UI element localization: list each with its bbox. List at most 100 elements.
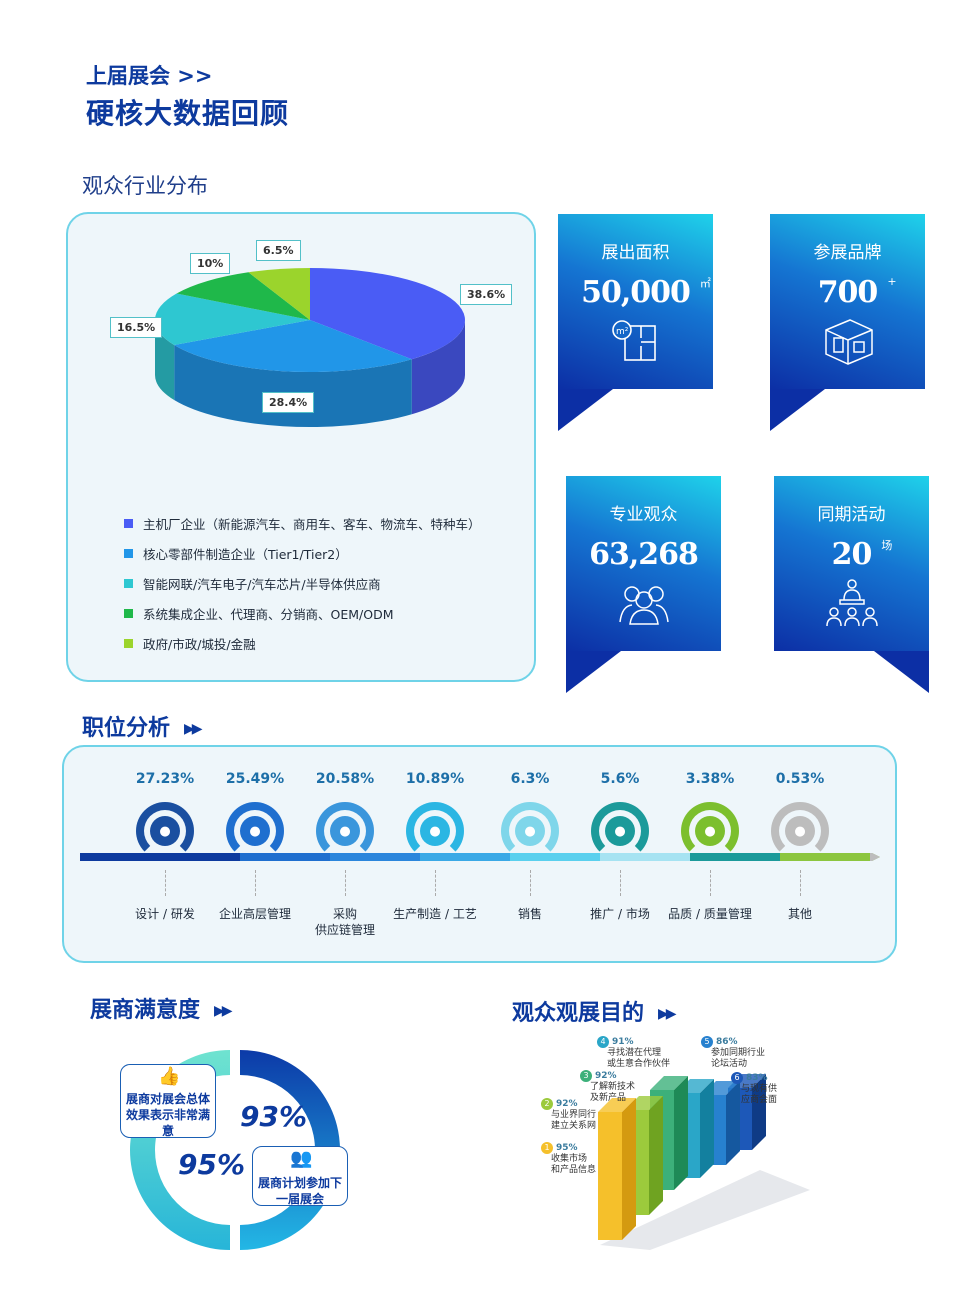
presentation-icon	[825, 579, 878, 627]
legend-swatch	[124, 578, 133, 588]
legend-swatch	[124, 638, 133, 648]
robot-arm-icon: ●	[420, 816, 450, 846]
position-leader	[165, 870, 166, 896]
pie-slice-1	[174, 320, 412, 372]
position-label: 企业高层管理	[218, 907, 291, 921]
purpose-text: 与业界同行 建立关系网	[551, 1110, 597, 1131]
position-leader	[345, 870, 346, 896]
floor-plan-icon: m²	[611, 320, 656, 361]
legend-swatch	[124, 518, 133, 528]
slice-label-3: 10%	[190, 253, 231, 274]
purpose-pct: 95%	[556, 1143, 578, 1153]
stat-label: 专业观众	[609, 505, 678, 525]
legend-label: 核心零部件制造企业（Tier1/Tier2）	[143, 546, 348, 562]
position-pct: 5.6%	[600, 771, 640, 787]
booth-icon	[824, 319, 873, 365]
slice-label-1: 28.4%	[262, 392, 315, 413]
purpose-text: 参加同期行业 论坛活动	[711, 1048, 766, 1069]
manager-icon: ●	[240, 816, 270, 846]
pie-slice-4	[248, 268, 310, 320]
legend-item: 政府/市政/城投/金融	[124, 628, 481, 658]
stat-unit: 场	[881, 539, 892, 552]
position-label: 生产制造 / 工艺	[393, 907, 477, 921]
stat-card-audience: 专业观众 63,268	[566, 476, 721, 693]
position-ring: ●	[771, 802, 829, 860]
position-pct: 6.3%	[510, 771, 550, 787]
position-pct: 0.53%	[775, 771, 825, 787]
purpose-number: 1	[541, 1142, 553, 1154]
page-title: 硬核大数据回顾	[86, 97, 290, 130]
legend-swatch	[124, 608, 133, 618]
stat-unit: ㎡	[699, 277, 711, 290]
purpose-title: 观众观展目的	[512, 1001, 645, 1026]
position-leader	[710, 870, 711, 896]
satisfaction-text-1: 展商对展会总体效果表示非常满意	[125, 1092, 210, 1138]
purpose-number: 4	[597, 1036, 609, 1048]
purpose-pct: 86%	[716, 1037, 738, 1047]
position-pct: 10.89%	[405, 771, 465, 787]
globe-icon: ●	[785, 816, 815, 846]
legend-label: 智能网联/汽车电子/汽车芯片/半导体供应商	[143, 576, 381, 592]
purpose-heading: 观众观展目的 ▶▶	[512, 995, 676, 1027]
thumbs-up-icon: 👍	[158, 1066, 181, 1087]
purpose-number: 6	[731, 1072, 743, 1084]
position-label: 销售	[517, 907, 542, 921]
satisfaction-note-2: 👥 展商计划参加下一届展会	[252, 1146, 348, 1206]
double-arrow-icon: ▶▶	[214, 1003, 232, 1019]
stat-unit: +	[887, 275, 896, 288]
people-icon: 👥	[290, 1148, 313, 1169]
position-ring: ●	[681, 802, 739, 860]
legend-label: 主机厂企业（新能源汽车、商用车、客车、物流车、特种车）	[143, 516, 481, 532]
purpose-text: 与现有供 应商会面	[741, 1084, 778, 1105]
position-ring: ●	[591, 802, 649, 860]
legend-label: 系统集成企业、代理商、分销商、OEM/ODM	[143, 606, 394, 622]
stat-card-area: 展出面积 50,000 ㎡ m²	[558, 214, 713, 431]
slice-label-0: 38.6%	[460, 284, 513, 305]
positions-title: 职位分析	[82, 716, 171, 741]
position-ring: ●	[406, 802, 464, 860]
pie-slice-0	[310, 268, 465, 360]
stat-label: 展出面积	[601, 243, 670, 263]
double-arrow-icon: ▶▶	[184, 721, 202, 737]
positions-heading: 职位分析 ▶▶	[82, 710, 202, 742]
position-leader	[620, 870, 621, 896]
purpose-pct: 92%	[595, 1071, 617, 1081]
svg-text:m²: m²	[616, 327, 629, 337]
position-leader	[800, 870, 801, 896]
purpose-label-2: 2 92% 与业界同行 建立关系网	[541, 1098, 596, 1132]
position-ring: ●	[316, 802, 374, 860]
position-leader	[435, 870, 436, 896]
position-pct: 27.23%	[135, 771, 195, 787]
gear-icon: ●	[150, 816, 180, 846]
pie-slice-2	[154, 293, 310, 346]
purpose-number: 5	[701, 1036, 713, 1048]
positions-timeline	[80, 853, 880, 861]
pie-slice-3	[176, 272, 310, 320]
pie-side-2	[155, 320, 175, 401]
bars-shadow	[600, 1170, 810, 1250]
purpose-pct: 92%	[556, 1099, 578, 1109]
stat-card-brands: 参展品牌 700 +	[770, 214, 925, 431]
stat-value: 20	[831, 537, 873, 572]
position-pct: 3.38%	[685, 771, 735, 787]
position-label: 品质 / 质量管理	[668, 907, 752, 921]
purpose-text: 了解新技术 及新产品	[590, 1082, 636, 1103]
legend-label: 政府/市政/城投/金融	[143, 636, 256, 652]
dollar-icon: ●	[515, 816, 545, 846]
card-tail	[558, 389, 613, 431]
stat-label: 同期活动	[817, 505, 886, 525]
position-ring: ●	[501, 802, 559, 860]
purpose-label-1: 1 95% 收集市场 和产品信息	[541, 1142, 596, 1176]
position-label: 其他	[787, 907, 812, 921]
stat-card-events: 同期活动 20 场	[774, 476, 929, 693]
purpose-label-3: 3 92% 了解新技术 及新产品	[580, 1070, 635, 1104]
card-tail	[770, 389, 825, 431]
industry-legend: 主机厂企业（新能源汽车、商用车、客车、物流车、特种车） 核心零部件制造企业（Ti…	[124, 508, 481, 658]
slice-label-4: 6.5%	[256, 240, 301, 261]
position-label: 推广 / 市场	[590, 907, 650, 921]
section-subtitle: 上届展会 >>	[86, 64, 213, 88]
audience-icon	[618, 586, 669, 625]
position-label: 采购 供应链管理	[314, 907, 375, 937]
purpose-label-6: 6 83% 与现有供 应商会面	[731, 1072, 777, 1106]
satisfaction-title: 展商满意度	[90, 998, 201, 1023]
